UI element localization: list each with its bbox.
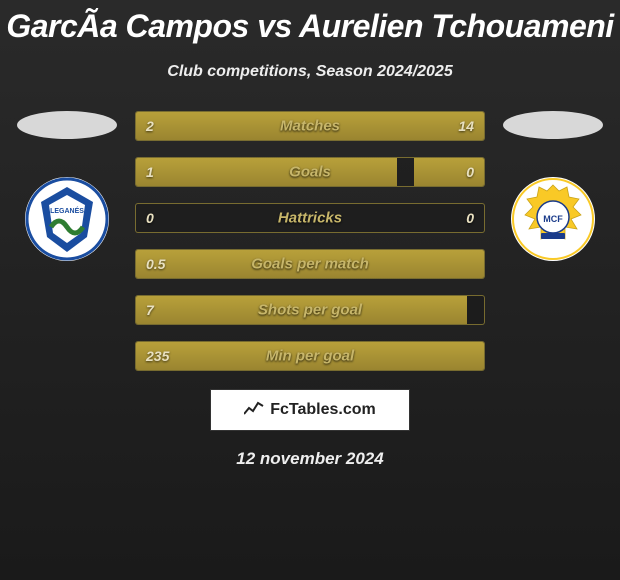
right-player-column: MCF [503,111,603,261]
left-player-photo-placeholder [17,111,117,139]
stat-bar: 0.5 Goals per match [135,249,485,279]
stat-value-left: 0 [146,210,154,226]
stat-value-left: 235 [146,348,169,364]
stat-value-left: 0.5 [146,256,165,272]
svg-text:LEGANÉS: LEGANÉS [50,206,84,215]
brand-logo-icon [244,400,264,421]
right-team-crest: MCF [511,177,595,261]
svg-text:MCF: MCF [543,214,563,224]
stat-bar-fill-left [136,112,188,140]
brand-text: FcTables.com [270,401,376,419]
stat-bar-fill-left [136,158,397,186]
stat-value-right: 0 [466,164,474,180]
right-player-photo-placeholder [503,111,603,139]
stats-bars: 2 14 Matches 1 0 Goals 0 0 Hattricks 0.5 Goals per… [135,111,485,371]
left-player-column: LEGANÉS [17,111,117,261]
stat-value-left: 7 [146,302,154,318]
left-team-crest: LEGANÉS [25,177,109,261]
stat-label: Goals [289,164,331,181]
stat-bar: 7 Shots per goal [135,295,485,325]
stat-value-right: 14 [458,118,474,134]
stat-bar: 0 0 Hattricks [135,203,485,233]
stat-bar: 235 Min per goal [135,341,485,371]
comparison-panel: LEGANÉS 2 14 Matches 1 0 Goals 0 0 Hattricks 0.5 G… [0,111,620,371]
page-title: GarcÃ­a Campos vs Aurelien Tchouameni [0,0,620,45]
stat-label: Min per goal [266,348,354,365]
stat-value-right: 0 [466,210,474,226]
infographic-date: 12 november 2024 [0,449,620,469]
stat-bar: 1 0 Goals [135,157,485,187]
stat-label: Matches [280,118,340,135]
stat-bar: 2 14 Matches [135,111,485,141]
stat-value-left: 1 [146,164,154,180]
stat-label: Hattricks [278,210,342,227]
stat-value-left: 2 [146,118,154,134]
brand-badge[interactable]: FcTables.com [210,389,410,431]
subtitle: Club competitions, Season 2024/2025 [0,63,620,81]
stat-label: Goals per match [251,256,369,273]
stat-label: Shots per goal [258,302,362,319]
